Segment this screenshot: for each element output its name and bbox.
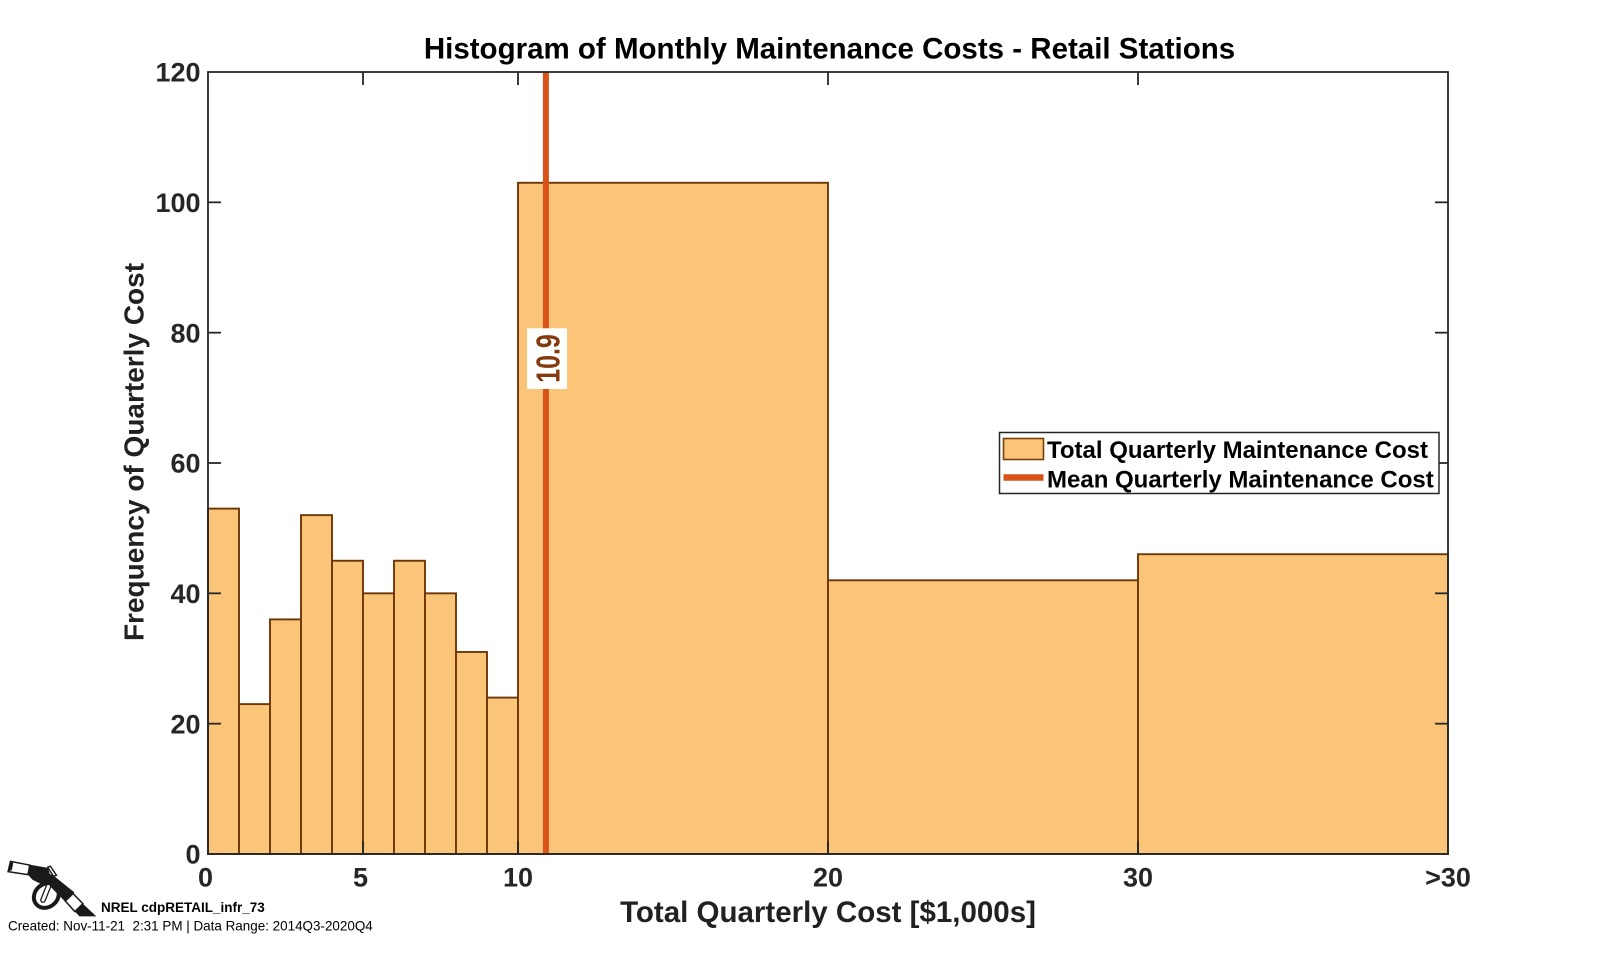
svg-text:0: 0	[198, 863, 213, 893]
svg-text:NREL cdpRETAIL_infr_73: NREL cdpRETAIL_infr_73	[101, 900, 265, 915]
svg-text:20: 20	[813, 863, 843, 893]
svg-text:10: 10	[503, 863, 533, 893]
svg-text:80: 80	[170, 318, 200, 348]
svg-text:100: 100	[155, 188, 200, 218]
svg-text:60: 60	[170, 449, 200, 479]
svg-text:5: 5	[353, 863, 368, 893]
svg-text:Mean Quarterly Maintenance Cos: Mean Quarterly Maintenance Cost	[1047, 467, 1434, 494]
svg-text:120: 120	[155, 58, 200, 88]
svg-text:Created: Nov-11-21 2:31 PM |: Created: Nov-11-21 2:31 PM | Data Range:…	[8, 919, 373, 934]
svg-text:30: 30	[1123, 863, 1153, 893]
svg-text:0: 0	[185, 840, 200, 870]
svg-text:Frequency of Quarterly Cost: Frequency of Quarterly Cost	[119, 263, 150, 641]
svg-text:10.9: 10.9	[530, 334, 567, 383]
svg-text:Total Quarterly Maintenance Co: Total Quarterly Maintenance Cost	[1047, 437, 1428, 464]
svg-text:20: 20	[170, 709, 200, 739]
svg-text:>30: >30	[1425, 863, 1471, 893]
svg-text:Histogram of Monthly Maintenan: Histogram of Monthly Maintenance Costs -…	[424, 32, 1235, 65]
svg-text:Total Quarterly Cost [$1,000s]: Total Quarterly Cost [$1,000s]	[620, 896, 1036, 929]
svg-text:40: 40	[170, 579, 200, 609]
